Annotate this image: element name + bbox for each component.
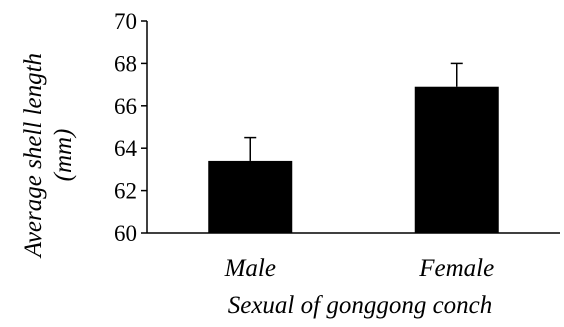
- y-tick-label: 66: [114, 94, 137, 119]
- x-tick-label: Female: [418, 255, 494, 282]
- y-tick-label: 64: [114, 136, 138, 161]
- y-axis-title: Average shell length (mm): [20, 53, 77, 259]
- y-axis-title-line-2: (mm): [50, 129, 77, 182]
- y-tick-label: 60: [114, 221, 137, 246]
- y-tick-label: 62: [114, 179, 137, 204]
- bar: [415, 87, 499, 233]
- y-tick-label: 68: [114, 51, 137, 76]
- x-axis-title: Sexual of gonggong conch: [228, 292, 493, 319]
- plot-area: 60 62 64 66 68 70 Male Female: [114, 9, 560, 282]
- bar: [208, 161, 292, 233]
- y-axis-title-line-1: Average shell length: [20, 53, 47, 259]
- y-tick-label: 70: [114, 9, 137, 34]
- x-tick-label: Male: [224, 255, 276, 282]
